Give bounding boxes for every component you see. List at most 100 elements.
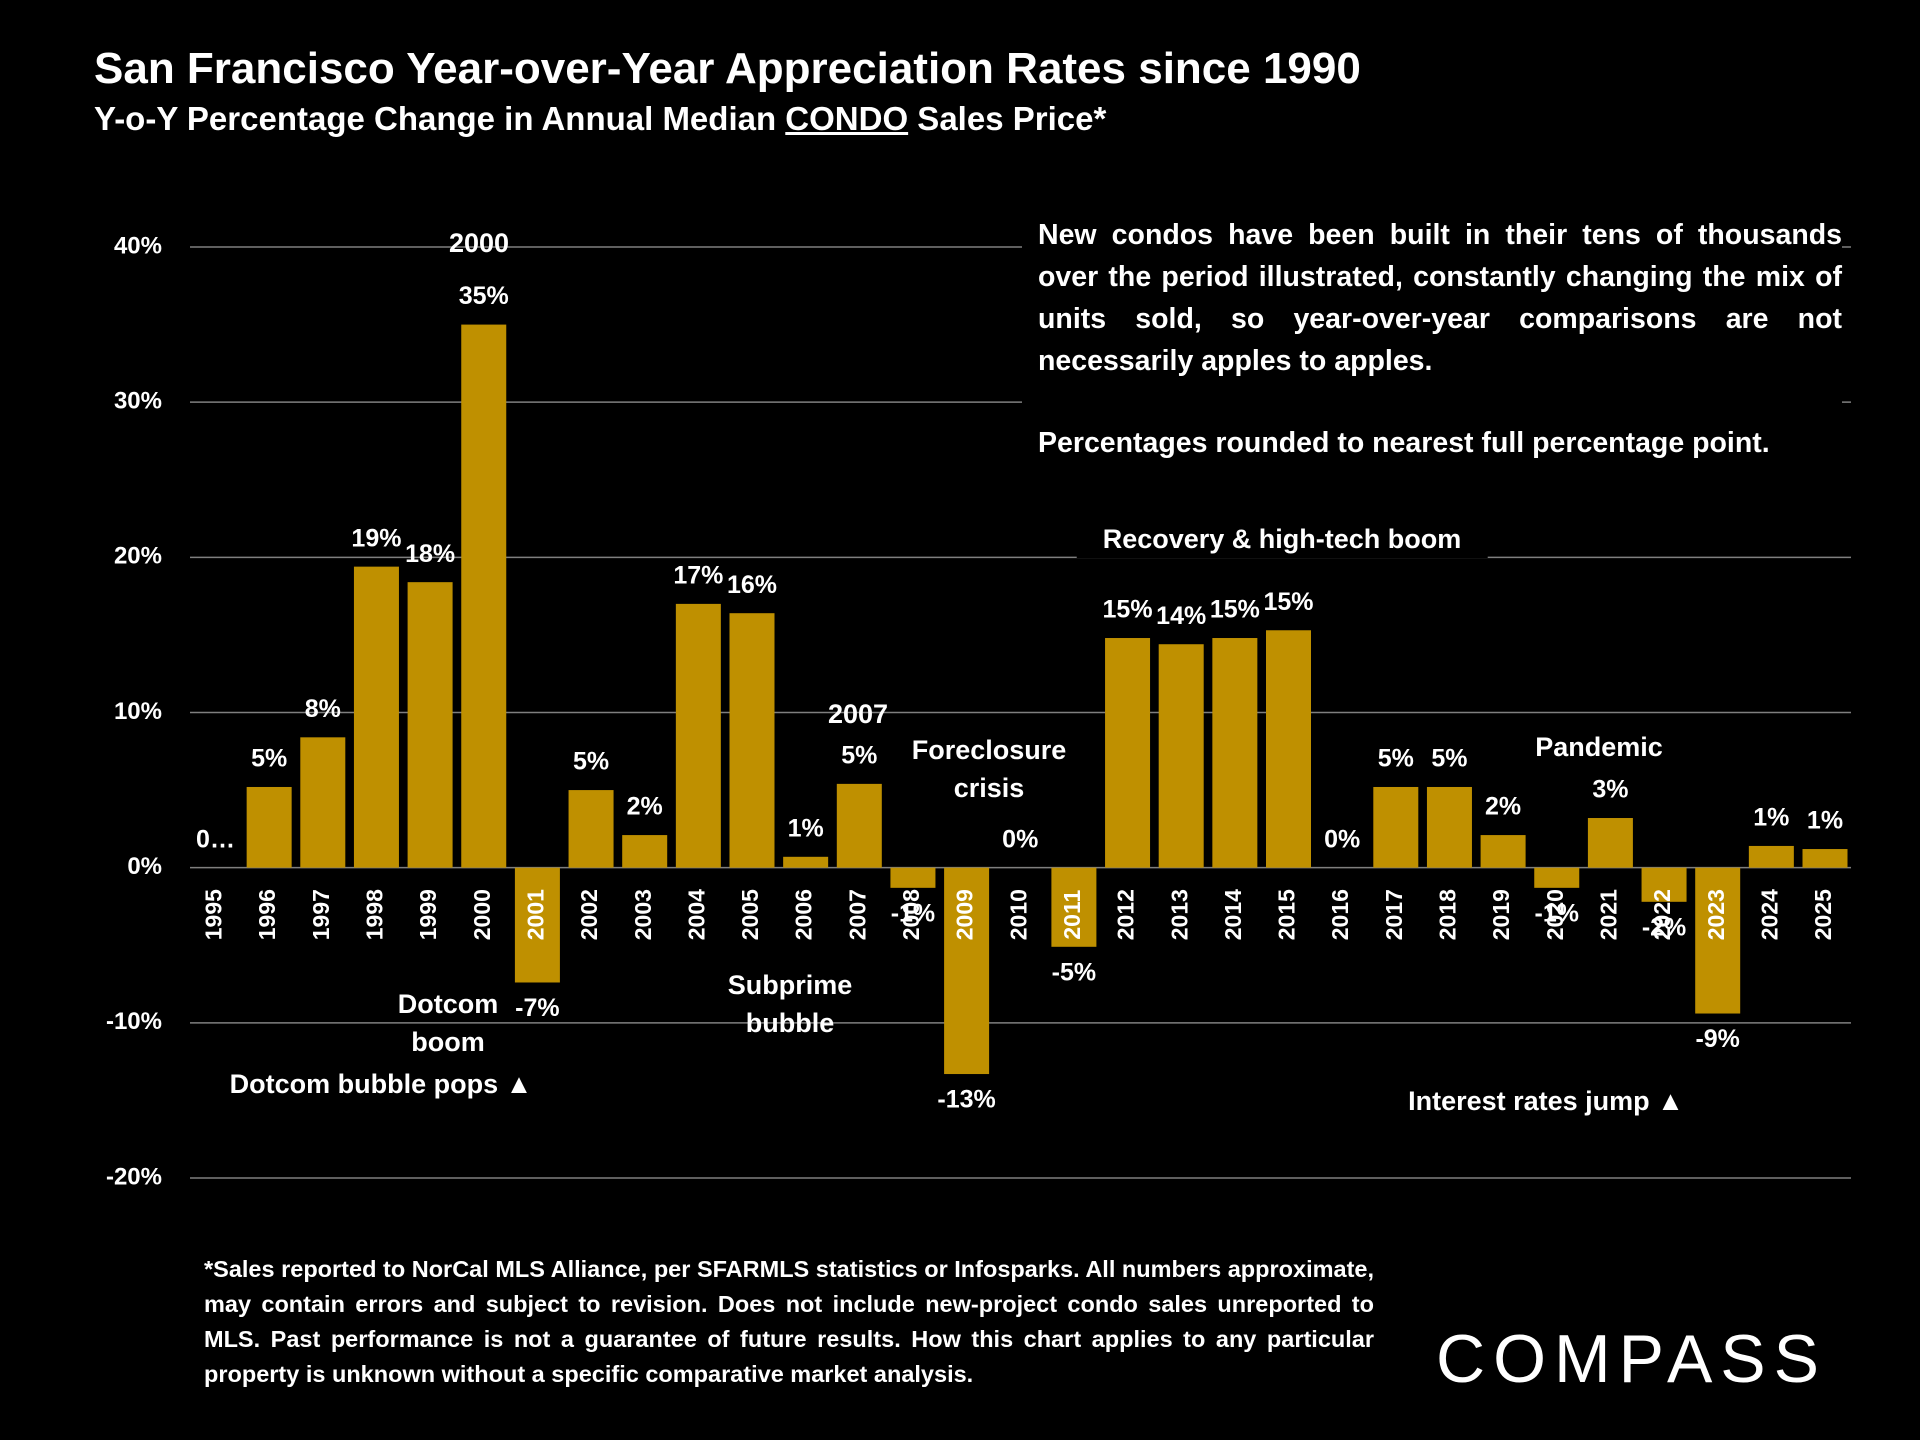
y-tick-label: 20% bbox=[114, 543, 162, 570]
x-tick-label: 2015 bbox=[1274, 889, 1300, 940]
annotation: Recovery & high-tech boom bbox=[1076, 520, 1488, 558]
bar bbox=[246, 786, 292, 868]
data-label: 5% bbox=[1431, 745, 1467, 773]
data-label: 2% bbox=[627, 793, 663, 821]
x-tick-label: 2016 bbox=[1327, 889, 1353, 940]
y-tick-label: -20% bbox=[106, 1163, 162, 1190]
bar bbox=[1695, 867, 1741, 1014]
data-label: -9% bbox=[1695, 1025, 1739, 1053]
subtitle-text: Y-o-Y Percentage Change in Annual Median bbox=[94, 100, 786, 137]
data-label: 0… bbox=[196, 825, 235, 853]
x-tick-label: 2009 bbox=[952, 889, 978, 940]
bar bbox=[1426, 786, 1472, 868]
y-tick-label: 10% bbox=[114, 698, 162, 725]
x-tick-label: 2008 bbox=[898, 889, 924, 940]
note-paragraph: Percentages rounded to nearest full perc… bbox=[1038, 427, 1770, 459]
data-label: 15% bbox=[1103, 596, 1153, 624]
bar bbox=[568, 790, 614, 868]
bar bbox=[1266, 630, 1311, 868]
annotation: Dotcom boom bbox=[397, 989, 499, 1057]
bar bbox=[1534, 867, 1580, 888]
x-tick-label: 2004 bbox=[683, 889, 709, 940]
bar bbox=[353, 566, 399, 868]
x-tick-label: 2017 bbox=[1381, 889, 1407, 940]
x-tick-label: 2013 bbox=[1166, 889, 1192, 940]
subtitle-text: Sales Price* bbox=[908, 100, 1107, 137]
data-label: 5% bbox=[1378, 745, 1414, 773]
data-label: 1% bbox=[788, 814, 824, 842]
annotation: Dotcom bubble pops ▲ bbox=[229, 1069, 533, 1099]
data-label: 17% bbox=[673, 561, 723, 589]
x-tick-label: 2021 bbox=[1595, 889, 1621, 940]
x-tick-label: 2011 bbox=[1059, 890, 1085, 940]
annotation: Foreclosure crisis bbox=[911, 735, 1067, 803]
x-tick-label: 2000 bbox=[469, 889, 495, 940]
footnote: *Sales reported to NorCal MLS Alliance, … bbox=[204, 1256, 1374, 1387]
bar bbox=[300, 737, 346, 868]
data-label: -13% bbox=[937, 1086, 995, 1114]
bar bbox=[836, 783, 882, 868]
logo: COMPASS bbox=[1436, 1321, 1828, 1397]
data-label: 18% bbox=[405, 540, 455, 568]
x-tick-label: 2025 bbox=[1810, 889, 1836, 940]
x-tick-label: 2018 bbox=[1435, 889, 1461, 940]
data-label: -7% bbox=[515, 994, 559, 1022]
subtitle-underlined: CONDO bbox=[785, 100, 909, 137]
data-label: 8% bbox=[305, 695, 341, 723]
x-tick-label: 2024 bbox=[1756, 889, 1782, 940]
data-label: 35% bbox=[459, 282, 509, 310]
data-label: -2% bbox=[1642, 913, 1686, 941]
data-label: 1% bbox=[1807, 807, 1843, 835]
x-tick-label: 2001 bbox=[522, 889, 548, 940]
y-tick-label: 40% bbox=[114, 232, 162, 259]
bar bbox=[407, 582, 453, 868]
data-label: 5% bbox=[841, 741, 877, 769]
annotation: 2007 bbox=[827, 699, 889, 729]
x-tick-label: 1998 bbox=[362, 889, 388, 940]
x-tick-label: 2023 bbox=[1703, 889, 1729, 940]
x-tick-label: 2020 bbox=[1542, 889, 1568, 940]
bar bbox=[729, 613, 775, 868]
y-tick-label: 30% bbox=[114, 388, 162, 415]
bar bbox=[1480, 835, 1526, 868]
data-label: 19% bbox=[351, 524, 401, 552]
data-label: 1% bbox=[1753, 804, 1789, 832]
bar bbox=[622, 835, 668, 868]
bar bbox=[1212, 638, 1258, 868]
bar bbox=[1802, 849, 1848, 868]
bar bbox=[1051, 867, 1097, 947]
bar bbox=[1373, 786, 1419, 868]
bar bbox=[1587, 818, 1633, 868]
data-label: -1% bbox=[1535, 899, 1579, 927]
x-tick-label: 1996 bbox=[254, 889, 280, 940]
x-tick-label: 2010 bbox=[1005, 889, 1031, 940]
data-label: 0% bbox=[1324, 825, 1360, 853]
bar bbox=[1105, 638, 1151, 868]
data-label: 0% bbox=[1002, 825, 1038, 853]
note-paragraph: New condos have been built in their tens… bbox=[1038, 219, 1842, 377]
x-tick-label: 1995 bbox=[201, 889, 227, 940]
bar bbox=[1158, 644, 1204, 868]
x-tick-label: 2003 bbox=[630, 889, 656, 940]
note: New condos have been built in their tens… bbox=[1022, 214, 1842, 464]
bar bbox=[514, 867, 560, 983]
data-label: 15% bbox=[1263, 588, 1313, 616]
data-label: 15% bbox=[1210, 596, 1260, 624]
data-label: -1% bbox=[891, 899, 935, 927]
data-label: 3% bbox=[1592, 776, 1628, 804]
x-tick-label: 2022 bbox=[1649, 889, 1675, 940]
x-tick-label: 2014 bbox=[1220, 889, 1246, 940]
data-label: -5% bbox=[1052, 958, 1096, 986]
bar bbox=[944, 867, 990, 1075]
x-tick-label: 2002 bbox=[576, 889, 602, 940]
x-tick-label: 2007 bbox=[844, 889, 870, 940]
data-label: 14% bbox=[1156, 602, 1206, 630]
bar bbox=[1748, 845, 1794, 868]
chart-title: San Francisco Year-over-Year Appreciatio… bbox=[94, 44, 1361, 93]
x-tick-label: 2006 bbox=[791, 889, 817, 940]
bar bbox=[890, 867, 936, 888]
annotation: Interest rates jump ▲ bbox=[1408, 1086, 1684, 1116]
data-label: 5% bbox=[251, 745, 287, 773]
y-tick-label: -10% bbox=[106, 1008, 162, 1035]
